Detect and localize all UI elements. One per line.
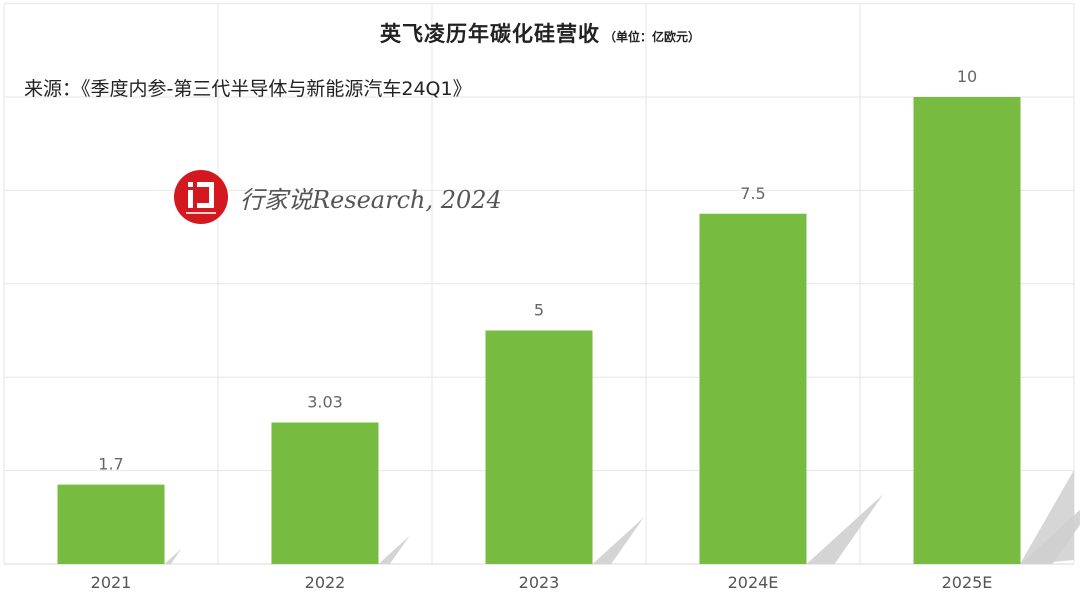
watermark-text: 行家说Research, 2024 (240, 185, 502, 214)
watermark: 行家说Research, 2024 (174, 170, 502, 224)
x-tick-label: 2025E (942, 573, 993, 592)
source-note: 来源：《季度内参-第三代半导体与新能源汽车24Q1》 (24, 78, 472, 100)
bar-shadow (806, 493, 884, 564)
data-label: 7.5 (740, 184, 765, 203)
data-label: 1.7 (98, 455, 123, 474)
decorative-shadow (1020, 470, 1074, 564)
data-label: 3.03 (307, 392, 343, 411)
chart-title-block: 英飞凌历年碳化硅营收 （单位：亿欧元） (0, 18, 1080, 48)
bar-2023 (485, 330, 593, 564)
x-tick-label: 2024E (728, 573, 779, 592)
bar-shadow (164, 548, 182, 564)
x-tick-label: 2023 (519, 573, 560, 592)
chart-title: 英飞凌历年碳化硅营收 (379, 22, 600, 46)
bar-2022 (271, 422, 379, 564)
bar-shadow (592, 517, 644, 564)
data-label: 5 (534, 301, 544, 320)
chart-unit-note: （单位：亿欧元） (603, 30, 700, 44)
data-label: 10 (957, 67, 977, 86)
bar-2024E (699, 213, 807, 564)
bar-2025E (913, 97, 1021, 564)
bar-2021 (57, 484, 165, 564)
bar-shadow (378, 535, 410, 564)
brand-logo-icon (174, 170, 228, 224)
x-tick-label: 2022 (305, 573, 346, 592)
x-tick-label: 2021 (91, 573, 132, 592)
